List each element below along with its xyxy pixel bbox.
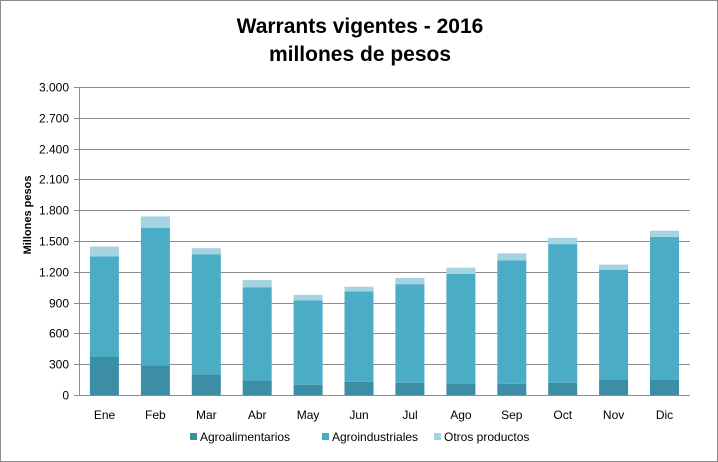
y-tick-label: 2.700 <box>39 112 69 126</box>
chart-title: Warrants vigentes - 2016 millones de pes… <box>1 13 718 69</box>
bar-segment <box>497 383 527 395</box>
bar-segment <box>599 379 629 395</box>
chart-title-line1: Warrants vigentes - 2016 <box>236 15 484 38</box>
y-tick-label: 600 <box>49 327 69 341</box>
x-tick-label: Ene <box>94 408 116 422</box>
bar-segment <box>599 264 629 270</box>
bar-segment <box>446 383 476 395</box>
bar-segment <box>242 380 272 395</box>
bar-segment <box>191 374 221 395</box>
bar-segment <box>395 284 425 383</box>
axes <box>74 87 690 396</box>
y-tick-label: 1.500 <box>39 235 69 249</box>
bar-segment <box>650 379 679 395</box>
x-tick-label: Nov <box>603 408 624 422</box>
legend-swatch <box>322 433 329 440</box>
x-tick-label: Oct <box>553 408 572 422</box>
x-tick-label: Ago <box>450 408 472 422</box>
bar-segment <box>140 227 170 366</box>
bar-segment <box>242 280 272 288</box>
bar-segment <box>293 300 323 385</box>
x-tick-label: Jun <box>349 408 368 422</box>
y-tick-label: 0 <box>62 389 69 403</box>
x-tick-label: Abr <box>248 408 267 422</box>
y-tick-label: 1.200 <box>39 266 69 280</box>
bar-segment <box>344 286 374 292</box>
y-tick-label: 1.800 <box>39 204 69 218</box>
y-axis-title: Millones pesos <box>22 176 34 255</box>
bar-segment <box>140 216 170 228</box>
bar-segment <box>191 254 221 375</box>
bar-segment <box>650 230 679 237</box>
legend-swatch <box>190 433 197 440</box>
legend-label: Agroalimentarios <box>200 430 290 444</box>
legend: Agroalimentarios Agroindustriales Otros pr… <box>190 430 529 444</box>
y-tick-label: 300 <box>49 358 69 372</box>
x-tick-label: Sep <box>501 408 523 422</box>
y-tick-label: 900 <box>49 297 69 311</box>
bar-segment <box>242 287 272 381</box>
legend-label: Otros productos <box>444 430 529 444</box>
bar-segment <box>293 384 323 395</box>
gridlines <box>79 87 690 365</box>
x-tick-label: Jul <box>402 408 417 422</box>
bar-segment <box>395 278 425 285</box>
x-tick-label: Feb <box>145 408 166 422</box>
bar-segment <box>650 236 679 380</box>
tick-labels: 0 300 600 900 1.200 1.500 1.800 2.100 2.400 2.700… <box>39 81 673 423</box>
y-tick-label: 2.100 <box>39 173 69 187</box>
bar-segment <box>497 253 527 261</box>
bar-segment <box>446 273 476 384</box>
bar-segment <box>344 381 374 395</box>
legend-swatch <box>434 433 441 440</box>
bar-segment <box>89 256 119 357</box>
chart-title-line2: millones de pesos <box>268 43 452 66</box>
bars <box>89 216 679 395</box>
bar-segment <box>191 248 221 255</box>
bar-segment <box>89 357 119 395</box>
bar-segment <box>548 382 578 395</box>
x-tick-label: May <box>297 408 320 422</box>
x-tick-label: Mar <box>196 408 217 422</box>
bar-segment <box>89 246 119 257</box>
bar-segment <box>293 294 323 301</box>
bar-segment <box>548 244 578 383</box>
y-tick-label: 2.400 <box>39 143 69 157</box>
bar-segment <box>395 382 425 395</box>
bar-segment <box>344 291 374 382</box>
bar-segment <box>497 260 527 384</box>
legend-label: Agroindustriales <box>332 430 418 444</box>
bar-segment <box>446 267 476 274</box>
bar-segment <box>548 237 578 245</box>
bar-segment <box>140 365 170 395</box>
bar-segment <box>599 269 629 380</box>
y-tick-label: 3.000 <box>39 81 69 95</box>
x-tick-label: Dic <box>656 408 673 422</box>
